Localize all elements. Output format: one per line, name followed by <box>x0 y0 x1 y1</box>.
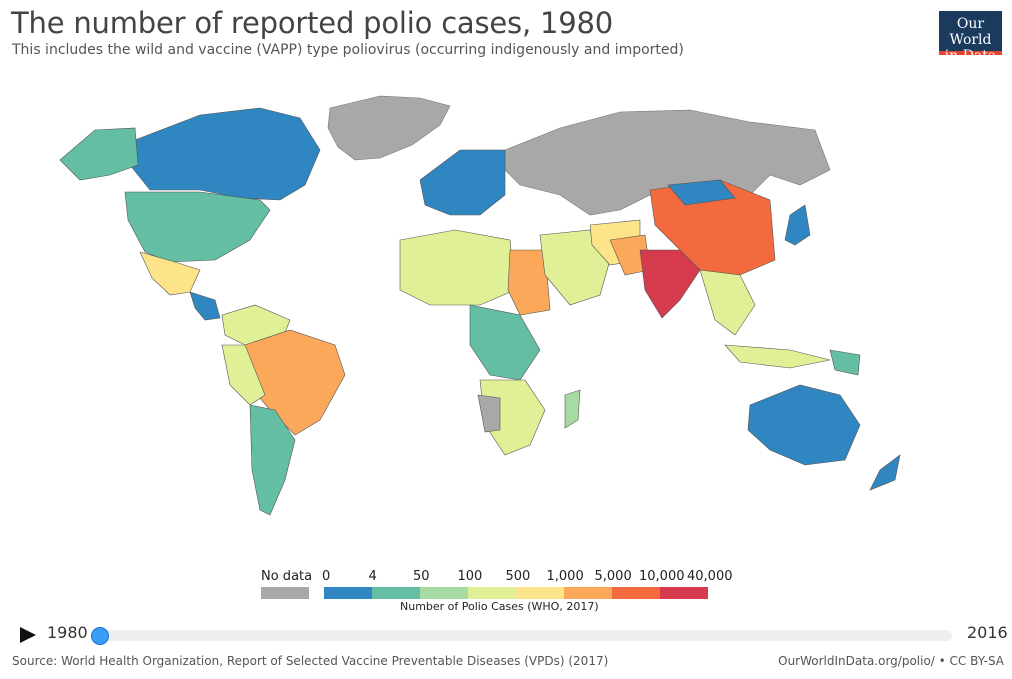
legend-tick-label: 4 <box>368 569 377 584</box>
timeline-end-year: 2016 <box>967 623 1008 642</box>
source-note: Source: World Health Organization, Repor… <box>12 654 609 668</box>
region-north-africa[interactable] <box>399 229 516 306</box>
world-map[interactable] <box>0 70 1012 570</box>
owid-logo[interactable]: Our World in Data <box>939 11 1002 64</box>
logo-line-1: Our World <box>949 16 992 48</box>
legend-bin-swatch[interactable] <box>324 587 372 599</box>
legend-tick-label: 5,000 <box>594 569 632 584</box>
legend-bin-swatch[interactable] <box>564 587 612 599</box>
legend-tick-label: 1,000 <box>546 569 584 584</box>
region-sudan[interactable] <box>507 249 551 316</box>
region-mongolia[interactable] <box>667 179 736 206</box>
region-russia[interactable] <box>504 109 831 216</box>
region-alaska[interactable] <box>59 127 139 181</box>
region-greenland[interactable] <box>327 95 451 161</box>
legend-bin-swatch[interactable] <box>372 587 420 599</box>
legend-tick-label: 100 <box>457 569 483 584</box>
legend-bin-swatch[interactable] <box>468 587 516 599</box>
page-title: The number of reported polio cases, 1980 <box>11 6 614 40</box>
region-central-america[interactable] <box>189 291 221 321</box>
legend-tick-label: 10,000 <box>639 569 685 584</box>
region-new-zealand[interactable] <box>869 454 901 491</box>
region-middle-east[interactable] <box>539 229 611 306</box>
region-argentina-chile[interactable] <box>249 404 296 516</box>
region-europe[interactable] <box>419 149 506 216</box>
region-australia[interactable] <box>747 384 861 466</box>
legend-bin-swatch[interactable] <box>516 587 564 599</box>
timeline-track[interactable] <box>92 630 952 641</box>
timeline-knob[interactable] <box>91 627 109 645</box>
region-namibia[interactable] <box>477 394 501 433</box>
region-madagascar[interactable] <box>564 389 581 429</box>
region-usa[interactable] <box>124 191 271 263</box>
region-peru-bolivia[interactable] <box>221 344 266 406</box>
play-button[interactable] <box>20 627 36 643</box>
legend-tick-label: 40,000 <box>687 569 733 584</box>
legend-tick-label: 500 <box>505 569 531 584</box>
page-subtitle: This includes the wild and vaccine (VAPP… <box>12 42 684 58</box>
region-png[interactable] <box>829 349 861 376</box>
legend-no-data-swatch <box>261 587 309 599</box>
legend-caption: Number of Polio Cases (WHO, 2017) <box>400 600 599 613</box>
logo-line-2: in Data <box>944 48 997 64</box>
region-japan[interactable] <box>784 204 811 246</box>
region-southeast-asia[interactable] <box>699 269 756 336</box>
legend-tick-label: 0 <box>322 569 331 584</box>
legend-bin-swatch[interactable] <box>660 587 708 599</box>
legend-bin-swatch[interactable] <box>420 587 468 599</box>
legend-bin-swatch[interactable] <box>612 587 660 599</box>
region-indonesia[interactable] <box>724 344 831 369</box>
timeline: 1980 2016 <box>20 623 1010 649</box>
legend-no-data-label: No data <box>261 569 313 584</box>
region-canada[interactable] <box>129 107 321 201</box>
region-central-africa[interactable] <box>469 304 541 381</box>
timeline-start-year: 1980 <box>47 623 88 642</box>
legend-tick-label: 50 <box>413 569 430 584</box>
license-link[interactable]: OurWorldInData.org/polio/ • CC BY-SA <box>778 654 1004 668</box>
